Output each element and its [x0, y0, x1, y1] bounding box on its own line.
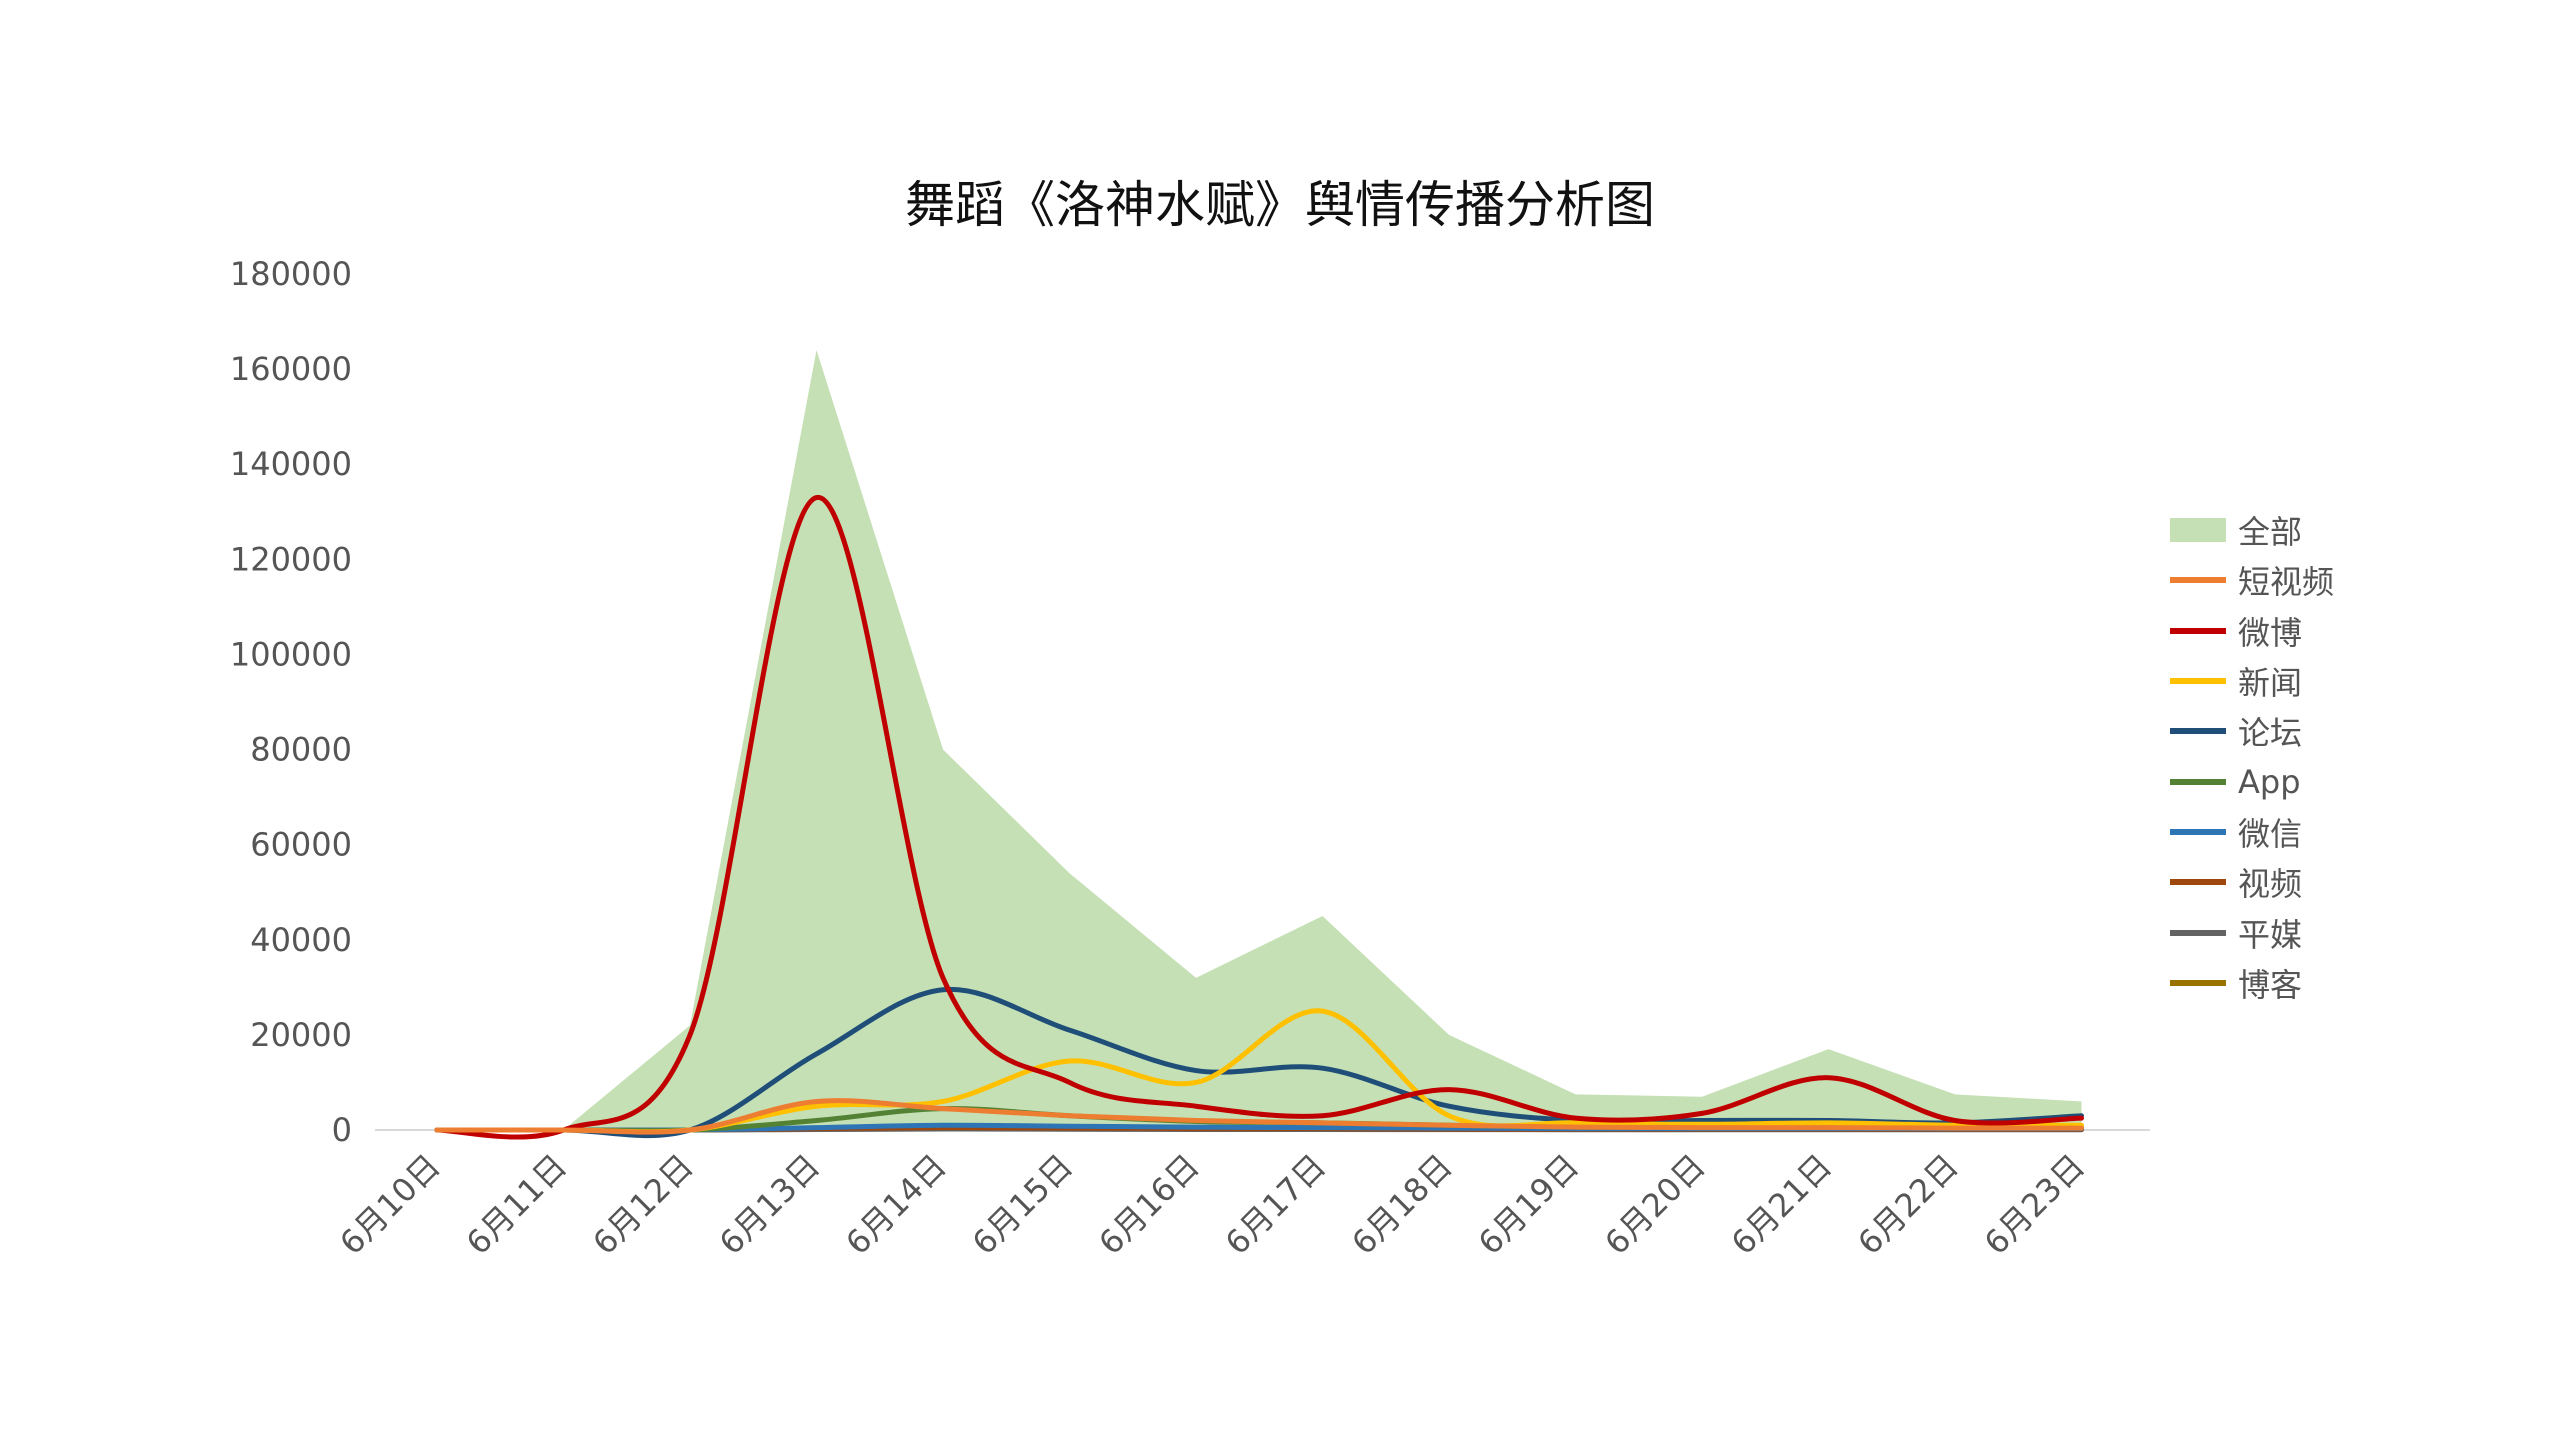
legend-label: 微信	[2238, 814, 2303, 853]
legend-item: 短视频	[2170, 555, 2334, 605]
line-series-微博	[434, 495, 2084, 1140]
x-tick-label: 6月19日	[1471, 1147, 1586, 1262]
y-tick-label: 80000	[250, 731, 352, 769]
y-tick-label: 140000	[230, 445, 352, 483]
x-tick-label: 6月21日	[1724, 1147, 1839, 1262]
x-tick-label: 6月11日	[459, 1147, 574, 1262]
y-tick-label: 100000	[230, 635, 352, 673]
x-tick-label: 6月18日	[1344, 1147, 1459, 1262]
x-tick-label: 6月13日	[712, 1147, 827, 1262]
legend-line-swatch	[2170, 577, 2226, 584]
y-tick-label: 120000	[230, 540, 352, 578]
legend-item: 微博	[2170, 606, 2334, 656]
legend-area-swatch	[2170, 518, 2226, 543]
legend-label: 全部	[2238, 513, 2303, 552]
line-series-短视频	[434, 1098, 2084, 1135]
legend-label: 新闻	[2238, 664, 2303, 703]
legend-item: 博客	[2170, 958, 2334, 1008]
x-tick-label: 6月17日	[1218, 1147, 1333, 1262]
chart-title: 舞蹈《洛神水赋》舆情传播分析图	[905, 176, 1655, 234]
legend-item: 全部	[2170, 505, 2334, 555]
line-series-论坛	[434, 986, 2084, 1139]
legend-label: 论坛	[2238, 714, 2303, 753]
y-tick-label: 180000	[230, 255, 352, 293]
legend-item: 新闻	[2170, 656, 2334, 706]
legend-line-swatch	[2170, 828, 2226, 835]
legend-label: 平媒	[2238, 915, 2303, 954]
x-tick-label: 6月14日	[838, 1147, 953, 1262]
x-tick-label: 6月16日	[1091, 1147, 1206, 1262]
legend-label: 短视频	[2238, 563, 2335, 602]
legend-line-swatch	[2170, 728, 2226, 735]
y-tick-label: 60000	[250, 826, 352, 864]
legend-line-swatch	[2170, 778, 2226, 785]
legend-line-swatch	[2170, 627, 2226, 634]
legend-line-swatch	[2170, 929, 2226, 936]
x-tick-label: 6月15日	[965, 1147, 1080, 1262]
x-tick-label: 6月23日	[1977, 1147, 2092, 1262]
area-series-全部	[437, 350, 2082, 1131]
legend-item: 平媒	[2170, 907, 2334, 957]
x-tick-label: 6月20日	[1597, 1147, 1712, 1262]
legend-label: App	[2238, 762, 2301, 801]
x-tick-label: 6月12日	[585, 1147, 700, 1262]
legend-label: 博客	[2238, 965, 2303, 1004]
y-tick-label: 0	[332, 1111, 352, 1149]
legend-line-swatch	[2170, 678, 2226, 685]
legend-label: 视频	[2238, 865, 2303, 904]
legend-item: App	[2170, 756, 2334, 806]
chart-legend: 全部短视频微博新闻论坛 App 微信视频平媒博客	[2170, 505, 2334, 1008]
legend-item: 视频	[2170, 857, 2334, 907]
legend-item: 论坛	[2170, 706, 2334, 756]
y-tick-label: 40000	[250, 921, 352, 959]
legend-label: 微博	[2238, 613, 2303, 652]
legend-line-swatch	[2170, 879, 2226, 886]
legend-line-swatch	[2170, 979, 2226, 986]
y-tick-label: 20000	[250, 1016, 352, 1054]
y-tick-label: 160000	[230, 350, 352, 388]
x-tick-label: 6月22日	[1850, 1147, 1965, 1262]
x-tick-label: 6月10日	[332, 1147, 447, 1262]
legend-item: 微信	[2170, 807, 2334, 857]
